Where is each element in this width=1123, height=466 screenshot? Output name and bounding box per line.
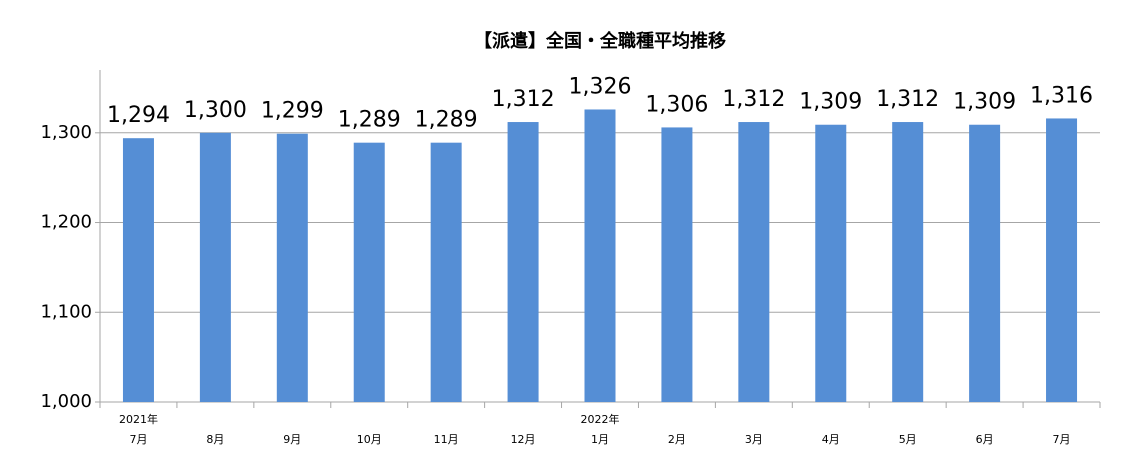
- x-tick-label: 5月: [899, 433, 917, 446]
- x-tick-label: 1月: [591, 433, 609, 446]
- x-tick-label: 4月: [822, 433, 840, 446]
- value-label: 1,294: [107, 103, 170, 128]
- x-year-label: 2021年: [119, 412, 158, 426]
- y-tick-label: 1,200: [40, 212, 92, 233]
- x-year-label: 2022年: [581, 412, 620, 426]
- value-label: 1,326: [569, 74, 632, 99]
- bar: [122, 138, 154, 403]
- value-label: 1,312: [876, 87, 939, 112]
- bar: [584, 109, 616, 402]
- value-label: 1,289: [415, 108, 478, 133]
- bar: [507, 122, 539, 402]
- x-tick-label: 11月: [434, 433, 459, 446]
- chart-title: 【派遣】全国・全職種平均推移: [474, 30, 726, 52]
- bar: [430, 142, 462, 402]
- bar: [969, 124, 1001, 402]
- value-label: 1,312: [492, 87, 555, 112]
- x-tick-label: 6月: [976, 433, 994, 446]
- value-label: 1,309: [953, 90, 1016, 115]
- x-tick-label: 12月: [511, 433, 536, 446]
- y-tick-label: 1,100: [40, 301, 92, 322]
- value-label: 1,316: [1030, 83, 1093, 108]
- value-label: 1,289: [338, 108, 401, 133]
- bar: [892, 122, 924, 402]
- bar: [199, 132, 231, 403]
- value-label: 1,300: [184, 98, 247, 123]
- bar: [276, 133, 308, 402]
- value-label: 1,312: [722, 87, 785, 112]
- bar: [353, 142, 385, 402]
- x-tick-label: 9月: [283, 433, 301, 446]
- x-tick-label: 7月: [129, 433, 147, 446]
- x-tick-label: 7月: [1053, 433, 1071, 446]
- y-tick-label: 1,300: [40, 122, 92, 143]
- value-label: 1,306: [645, 92, 708, 117]
- bar: [661, 127, 693, 402]
- y-tick-label: 1,000: [40, 391, 92, 412]
- bar: [738, 122, 770, 402]
- x-tick-label: 8月: [206, 433, 224, 446]
- x-tick-label: 2月: [668, 433, 686, 446]
- value-label: 1,309: [799, 90, 862, 115]
- bar: [1046, 118, 1078, 403]
- value-label: 1,299: [261, 99, 324, 124]
- x-tick-label: 3月: [745, 433, 763, 446]
- x-tick-label: 10月: [357, 433, 382, 446]
- bar: [815, 124, 847, 402]
